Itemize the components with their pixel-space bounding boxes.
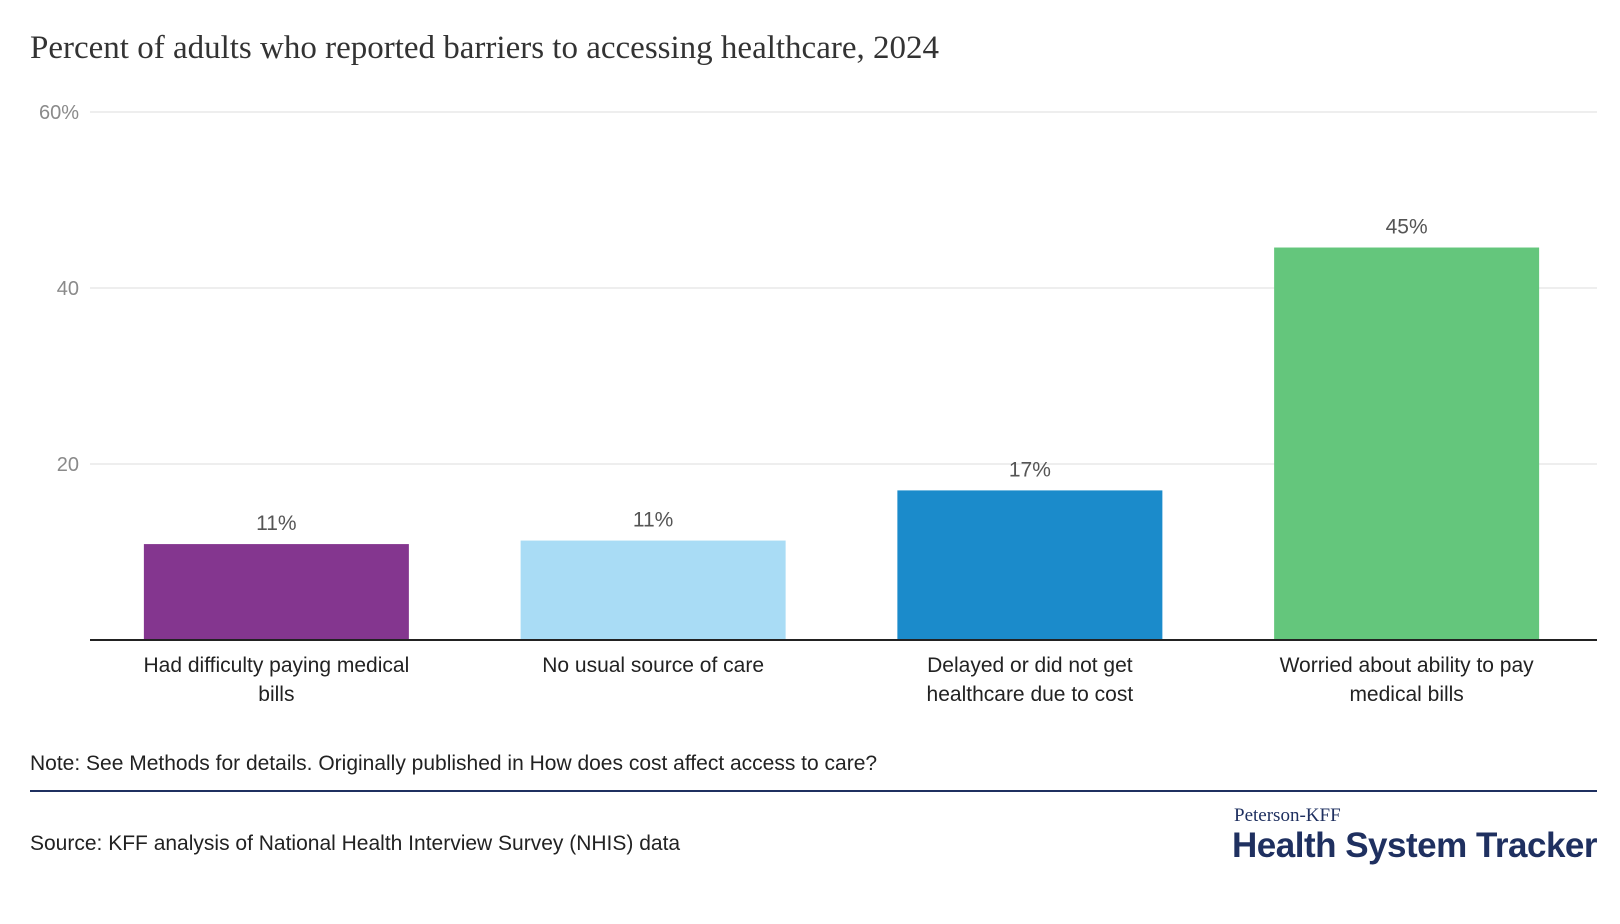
- y-tick-label: 60%: [39, 102, 79, 124]
- chart-note: Note: See Methods for details. Originall…: [30, 752, 878, 775]
- logo-product-name: Health System Tracker: [1232, 826, 1597, 865]
- bar-value-label: 11%: [256, 512, 296, 535]
- bar-value-label: 45%: [1386, 216, 1428, 239]
- category-label: Worried about ability to pay: [1280, 654, 1535, 677]
- category-labels: Had difficulty paying medical bills No usu…: [143, 654, 1534, 706]
- bar-chart: 20 40 60% 11% 11% 17% 45% Had difficulty payi…: [39, 102, 1597, 706]
- bar: [143, 544, 409, 640]
- y-axis-ticks: 20 40 60%: [39, 102, 79, 476]
- y-tick-label: 40: [57, 278, 79, 300]
- data-labels: 11% 11% 17% 45%: [256, 216, 1428, 536]
- y-tick-label: 20: [57, 454, 79, 476]
- category-label: Delayed or did not get: [927, 654, 1133, 677]
- footer-divider: [30, 790, 1597, 792]
- category-label: bills: [258, 683, 294, 706]
- bar-value-label: 11%: [633, 509, 673, 532]
- bar-value-label: 17%: [1009, 458, 1051, 481]
- bar: [520, 540, 786, 640]
- bar: [897, 490, 1163, 640]
- chart-source: Source: KFF analysis of National Health …: [30, 832, 681, 855]
- logo-org-name: Peterson-KFF: [1234, 805, 1341, 826]
- bars: [143, 247, 1540, 640]
- bar: [1274, 247, 1540, 640]
- chart-title: Percent of adults who reported barriers …: [30, 30, 939, 66]
- category-label: No usual source of care: [542, 654, 764, 677]
- category-label: Had difficulty paying medical: [143, 654, 409, 677]
- category-label: healthcare due to cost: [927, 683, 1134, 706]
- peterson-kff-logo: Peterson-KFF Health System Tracker: [1232, 806, 1597, 866]
- category-label: medical bills: [1349, 683, 1463, 706]
